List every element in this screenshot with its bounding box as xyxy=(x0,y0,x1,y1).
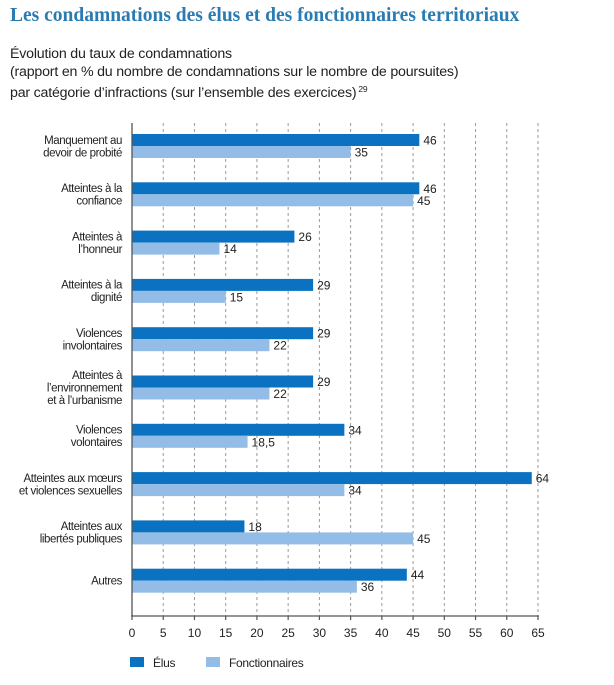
x-tick-label: 15 xyxy=(219,626,233,640)
x-tick-label: 10 xyxy=(188,626,202,640)
category-label: Atteintes à la xyxy=(61,280,123,292)
value-label: 18 xyxy=(248,520,262,534)
category-label: involontaires xyxy=(63,340,123,352)
bar-fonctionnaires xyxy=(132,580,357,593)
category-label: et violences sexuelles xyxy=(19,485,123,497)
legend-swatch-elus xyxy=(130,657,144,667)
legend-label-elus: Élus xyxy=(153,655,175,670)
legend: Élus Fonctionnaires xyxy=(130,655,304,670)
bar-fonctionnaires xyxy=(132,532,414,545)
value-label: 44 xyxy=(411,568,425,582)
category-label: Autres xyxy=(91,576,122,588)
value-label: 22 xyxy=(273,339,287,353)
category-label: Atteintes aux mœurs xyxy=(24,473,123,485)
bar-elus xyxy=(132,327,314,340)
value-label: 46 xyxy=(423,134,437,148)
subtitle-line-2: (rapport en % du nombre de condamnations… xyxy=(10,63,459,80)
x-tick-label: 45 xyxy=(406,626,420,640)
bar-fonctionnaires xyxy=(132,339,270,352)
category-label: et à l’urbanisme xyxy=(47,395,122,407)
legend-label-fonctionnaires: Fonctionnaires xyxy=(229,656,304,670)
x-tick-label: 5 xyxy=(160,626,167,640)
value-label: 29 xyxy=(317,375,331,389)
x-tick-label: 20 xyxy=(250,626,264,640)
value-label: 22 xyxy=(273,387,287,401)
bar-fonctionnaires xyxy=(132,435,248,448)
bar-fonctionnaires xyxy=(132,194,414,207)
x-tick-label: 65 xyxy=(531,626,545,640)
bar-fonctionnaires xyxy=(132,484,345,497)
bar-elus xyxy=(132,423,345,436)
value-label: 29 xyxy=(317,327,331,341)
category-label: Violences xyxy=(76,328,123,340)
bar-fonctionnaires xyxy=(132,290,226,303)
category-label: confiance xyxy=(76,196,122,208)
category-label: Atteintes à xyxy=(72,231,123,243)
value-label: 46 xyxy=(423,182,437,196)
value-label: 34 xyxy=(348,484,362,498)
bar-fonctionnaires xyxy=(132,242,220,255)
value-label: 36 xyxy=(361,580,375,594)
category-label: Atteintes à xyxy=(72,370,123,382)
value-label: 15 xyxy=(230,290,244,304)
x-tick-label: 35 xyxy=(344,626,358,640)
x-tick-label: 60 xyxy=(500,626,514,640)
x-axis: 0 5 10 15 20 25 30 35 40 45 50 55 60 65 xyxy=(129,123,545,640)
category-label: Atteintes à la xyxy=(61,183,123,195)
value-label: 26 xyxy=(298,230,312,244)
bar-elus xyxy=(132,230,295,243)
subtitle-line-1: Évolution du taux de condamnations xyxy=(10,46,232,62)
chart-subtitle: Évolution du taux de condamnations (rapp… xyxy=(10,46,459,103)
bar-fonctionnaires xyxy=(132,146,351,158)
bar-elus xyxy=(132,568,407,581)
value-label: 35 xyxy=(355,146,369,160)
category-label: libertés publiques xyxy=(40,534,123,546)
x-tick-label: 30 xyxy=(313,626,327,640)
bars: 4635464526142915292229223418,56434184544… xyxy=(132,134,550,594)
value-label: 18,5 xyxy=(252,435,276,449)
value-label: 34 xyxy=(348,423,362,437)
footnote-reference: 29 xyxy=(358,84,368,94)
bar-elus xyxy=(132,472,532,485)
bar-elus xyxy=(132,278,314,291)
bar-elus xyxy=(132,520,245,533)
subtitle-line-3: par catégorie d’infractions (sur l’ensem… xyxy=(10,81,458,103)
chart-title: Les condamnations des élus et des foncti… xyxy=(10,5,520,26)
legend-swatch-fonctionnaires xyxy=(206,657,220,667)
bar-elus xyxy=(132,182,420,195)
value-label: 45 xyxy=(417,194,431,208)
x-tick-label: 0 xyxy=(129,626,136,640)
category-label: Manquement au xyxy=(44,135,122,147)
bar-fonctionnaires xyxy=(132,387,270,400)
value-label: 14 xyxy=(223,242,237,256)
x-tick-label: 25 xyxy=(281,626,295,640)
x-tick-label: 50 xyxy=(438,626,452,640)
category-label: volontaires xyxy=(71,437,123,449)
category-label: devoir de probité xyxy=(43,147,122,159)
x-tick-label: 40 xyxy=(375,626,389,640)
x-tick-label: 55 xyxy=(469,626,483,640)
value-label: 64 xyxy=(536,472,550,486)
subtitle-line-3-text: par catégorie d’infractions (sur l’ensem… xyxy=(10,85,357,101)
category-label: l’honneur xyxy=(78,244,122,256)
bar-elus xyxy=(132,375,314,388)
value-label: 29 xyxy=(317,278,331,292)
category-label: dignité xyxy=(91,292,122,304)
category-label: l’environnement xyxy=(47,383,123,395)
category-label: Atteintes aux xyxy=(61,521,123,533)
category-label: Violences xyxy=(76,425,123,437)
value-label: 45 xyxy=(417,532,431,546)
bar-elus xyxy=(132,134,420,146)
